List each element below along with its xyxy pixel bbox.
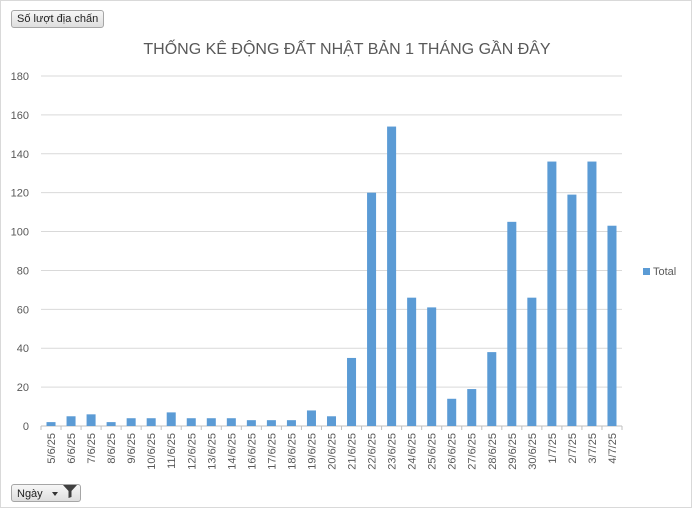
y-tick-label: 80 bbox=[17, 265, 29, 277]
bar[interactable] bbox=[547, 161, 557, 427]
x-tick-label: 3/7/25 bbox=[587, 433, 599, 464]
x-tick-label: 25/6/25 bbox=[427, 433, 439, 470]
bar[interactable] bbox=[347, 357, 357, 426]
x-tick-label: 21/6/25 bbox=[347, 433, 359, 470]
x-tick-label: 12/6/25 bbox=[186, 433, 198, 470]
x-tick-label: 16/6/25 bbox=[246, 433, 258, 470]
bar[interactable] bbox=[387, 126, 397, 427]
filter-icon[interactable] bbox=[62, 485, 77, 503]
bar[interactable] bbox=[447, 398, 457, 426]
bar[interactable] bbox=[126, 418, 136, 426]
axis-field-label: Ngày bbox=[17, 487, 43, 500]
bar[interactable] bbox=[166, 412, 176, 426]
y-tick-label: 20 bbox=[17, 382, 29, 394]
bar[interactable] bbox=[487, 352, 497, 426]
x-tick-label: 14/6/25 bbox=[226, 433, 238, 470]
bar[interactable] bbox=[507, 221, 517, 426]
x-tick-label: 30/6/25 bbox=[527, 433, 539, 470]
value-field-button[interactable]: Số lượt địa chấn bbox=[11, 10, 105, 28]
x-tick-label: 8/6/25 bbox=[106, 433, 118, 464]
x-tick-label: 10/6/25 bbox=[146, 433, 158, 470]
bar[interactable] bbox=[106, 422, 116, 426]
y-axis: 0 20 40 60 80 100 120 140 160 180 bbox=[11, 71, 29, 433]
bar[interactable] bbox=[467, 389, 477, 426]
y-tick-label: 0 bbox=[23, 421, 29, 433]
legend-swatch bbox=[643, 268, 650, 275]
bars bbox=[46, 126, 617, 427]
bar[interactable] bbox=[66, 416, 76, 426]
bar[interactable] bbox=[587, 161, 597, 427]
x-tick-label: 13/6/25 bbox=[206, 433, 218, 470]
gridlines bbox=[41, 75, 622, 427]
x-tick-label: 2/7/25 bbox=[567, 433, 579, 464]
x-tick-label: 5/6/25 bbox=[46, 433, 58, 464]
x-tick-label: 26/6/25 bbox=[447, 433, 459, 470]
bar[interactable] bbox=[306, 410, 316, 426]
bar[interactable] bbox=[407, 297, 417, 426]
chevron-down-icon[interactable] bbox=[51, 492, 58, 496]
x-tick-label: 17/6/25 bbox=[266, 433, 278, 470]
x-tick-label: 28/6/25 bbox=[487, 433, 499, 470]
x-tick-label: 9/6/25 bbox=[126, 433, 138, 464]
bar[interactable] bbox=[527, 297, 537, 426]
bar[interactable] bbox=[226, 418, 236, 426]
bar[interactable] bbox=[286, 420, 296, 426]
y-tick-label: 100 bbox=[11, 227, 29, 239]
x-tick-label: 20/6/25 bbox=[327, 433, 339, 470]
bar[interactable] bbox=[206, 418, 216, 426]
x-tick-label: 7/6/25 bbox=[86, 433, 98, 464]
bar[interactable] bbox=[266, 420, 276, 426]
bar[interactable] bbox=[146, 418, 156, 426]
bar[interactable] bbox=[246, 420, 256, 426]
bar[interactable] bbox=[86, 414, 96, 426]
bar[interactable] bbox=[186, 418, 196, 426]
legend-label: Total bbox=[653, 266, 676, 278]
x-tick-label: 24/6/25 bbox=[407, 433, 419, 470]
x-tick-label: 29/6/25 bbox=[507, 433, 519, 470]
bar[interactable] bbox=[607, 225, 617, 426]
bar[interactable] bbox=[427, 307, 437, 426]
x-tick-label: 22/6/25 bbox=[367, 433, 379, 470]
x-tick-label: 23/6/25 bbox=[387, 433, 399, 470]
value-field-label: Số lượt địa chấn bbox=[17, 13, 99, 25]
y-tick-label: 140 bbox=[11, 149, 29, 161]
y-tick-label: 180 bbox=[11, 71, 29, 83]
y-tick-label: 40 bbox=[17, 343, 29, 355]
x-tick-label: 19/6/25 bbox=[306, 433, 318, 470]
x-tick-label: 18/6/25 bbox=[286, 433, 298, 470]
y-tick-label: 120 bbox=[11, 188, 29, 200]
x-tick-label: 4/7/25 bbox=[607, 433, 619, 464]
bar[interactable] bbox=[46, 422, 56, 426]
y-tick-label: 60 bbox=[17, 304, 29, 316]
x-tick-label: 11/6/25 bbox=[166, 433, 178, 469]
axis-field-button[interactable]: Ngày bbox=[11, 484, 81, 502]
bar[interactable] bbox=[367, 192, 377, 426]
x-tick-label: 1/7/25 bbox=[547, 433, 559, 464]
x-axis: 5/6/25 6/6/25 7/6/25 8/6/25 9/6/25 10/6/25 11/… bbox=[40, 426, 623, 470]
legend: Total bbox=[643, 266, 676, 278]
bar[interactable] bbox=[326, 416, 337, 426]
x-tick-label: 27/6/25 bbox=[467, 433, 479, 470]
chart-title: THỐNG KÊ ĐỘNG ĐẤT NHẬT BẢN 1 THÁNG GẦN Đ… bbox=[143, 38, 551, 58]
bar[interactable] bbox=[567, 194, 577, 426]
y-tick-label: 160 bbox=[11, 110, 29, 122]
x-tick-label: 6/6/25 bbox=[66, 433, 78, 464]
